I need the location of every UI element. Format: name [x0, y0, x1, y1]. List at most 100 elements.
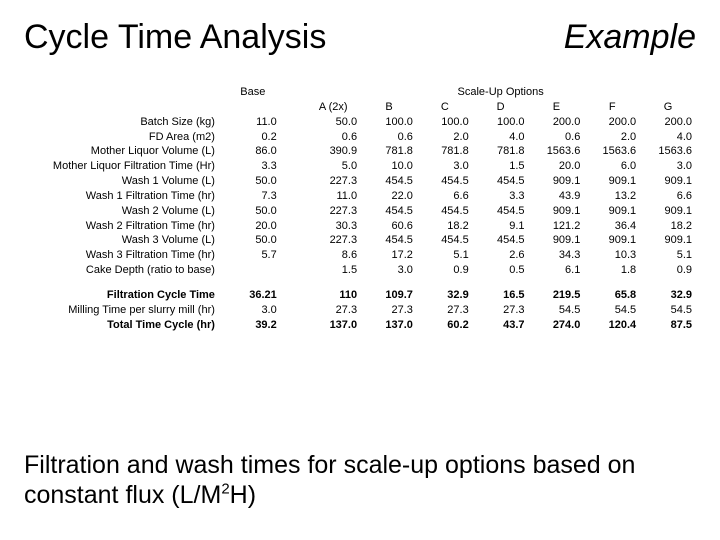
cell: 5.1 — [417, 248, 473, 263]
cell: 54.5 — [584, 303, 640, 318]
cell-base: 3.0 — [225, 303, 281, 318]
cell: 9.1 — [473, 219, 529, 234]
cell: 4.0 — [473, 130, 529, 145]
cell: 32.9 — [640, 288, 696, 303]
cell: 454.5 — [361, 174, 417, 189]
cell: 781.8 — [417, 144, 473, 159]
cell: 18.2 — [640, 219, 696, 234]
cell: 1563.6 — [584, 144, 640, 159]
cell: 909.1 — [640, 174, 696, 189]
cell: 54.5 — [640, 303, 696, 318]
cell: 0.6 — [305, 130, 361, 145]
cell: 27.3 — [305, 303, 361, 318]
cell: 454.5 — [361, 204, 417, 219]
table-row: Batch Size (kg)11.050.0100.0100.0100.020… — [24, 115, 696, 130]
cell: 909.1 — [584, 204, 640, 219]
cell-base: 0.2 — [225, 130, 281, 145]
col-label-5: F — [584, 100, 640, 115]
cell: 10.0 — [361, 159, 417, 174]
cell: 3.3 — [473, 189, 529, 204]
table-row: Wash 3 Volume (L)50.0227.3454.5454.5454.… — [24, 233, 696, 248]
cell: 11.0 — [305, 189, 361, 204]
col-label-0: A (2x) — [305, 100, 361, 115]
cell: 4.0 — [640, 130, 696, 145]
col-label-4: E — [529, 100, 585, 115]
cell: 8.6 — [305, 248, 361, 263]
row-label: Milling Time per slurry mill (hr) — [24, 303, 225, 318]
cell: 137.0 — [305, 318, 361, 333]
cell-base: 50.0 — [225, 233, 281, 248]
cell-base: 36.21 — [225, 288, 281, 303]
cell: 0.5 — [473, 263, 529, 278]
cell: 3.0 — [361, 263, 417, 278]
cell: 781.8 — [361, 144, 417, 159]
cell: 5.1 — [640, 248, 696, 263]
cell: 6.6 — [417, 189, 473, 204]
cell: 60.2 — [417, 318, 473, 333]
cell-base: 50.0 — [225, 174, 281, 189]
cell: 3.0 — [640, 159, 696, 174]
cell: 2.6 — [473, 248, 529, 263]
col-label-1: B — [361, 100, 417, 115]
cell: 60.6 — [361, 219, 417, 234]
cell: 454.5 — [417, 174, 473, 189]
cell: 274.0 — [529, 318, 585, 333]
cell: 0.6 — [361, 130, 417, 145]
cell: 909.1 — [529, 233, 585, 248]
cell: 909.1 — [529, 174, 585, 189]
table-row: Wash 2 Volume (L)50.0227.3454.5454.5454.… — [24, 204, 696, 219]
cell-base: 3.3 — [225, 159, 281, 174]
cell: 1563.6 — [640, 144, 696, 159]
cell: 100.0 — [361, 115, 417, 130]
cell: 6.0 — [584, 159, 640, 174]
cell: 110 — [305, 288, 361, 303]
cell: 1.5 — [473, 159, 529, 174]
row-label: Wash 3 Volume (L) — [24, 233, 225, 248]
cell: 100.0 — [473, 115, 529, 130]
cell: 781.8 — [473, 144, 529, 159]
cell: 200.0 — [640, 115, 696, 130]
cell: 20.0 — [529, 159, 585, 174]
title-right: Example — [564, 18, 696, 57]
title-left: Cycle Time Analysis — [24, 18, 326, 57]
table-row: Mother Liquor Filtration Time (Hr)3.35.0… — [24, 159, 696, 174]
cell: 6.1 — [529, 263, 585, 278]
cell: 43.9 — [529, 189, 585, 204]
caption-post: H) — [230, 481, 256, 509]
cell: 27.3 — [361, 303, 417, 318]
cell: 454.5 — [361, 233, 417, 248]
cell: 109.7 — [361, 288, 417, 303]
cell: 200.0 — [529, 115, 585, 130]
summary-row: Total Time Cycle (hr)39.2137.0137.060.24… — [24, 318, 696, 333]
cell: 909.1 — [529, 204, 585, 219]
summary-row: Filtration Cycle Time36.21110109.732.916… — [24, 288, 696, 303]
cell: 454.5 — [473, 233, 529, 248]
table-row: Wash 2 Filtration Time (hr)20.030.360.61… — [24, 219, 696, 234]
col-header-base: Base — [225, 85, 281, 100]
cell: 87.5 — [640, 318, 696, 333]
cell-base: 7.3 — [225, 189, 281, 204]
cell: 13.2 — [584, 189, 640, 204]
cell: 10.3 — [584, 248, 640, 263]
col-label-6: G — [640, 100, 696, 115]
row-label: Mother Liquor Volume (L) — [24, 144, 225, 159]
cell: 0.9 — [417, 263, 473, 278]
cell: 909.1 — [584, 174, 640, 189]
cell: 454.5 — [417, 233, 473, 248]
row-label: FD Area (m2) — [24, 130, 225, 145]
cell: 0.9 — [640, 263, 696, 278]
cell: 36.4 — [584, 219, 640, 234]
table-row: Wash 1 Filtration Time (hr)7.311.022.06.… — [24, 189, 696, 204]
cell: 43.7 — [473, 318, 529, 333]
cell: 27.3 — [417, 303, 473, 318]
row-label: Mother Liquor Filtration Time (Hr) — [24, 159, 225, 174]
title-row: Cycle Time Analysis Example — [24, 18, 696, 57]
cell: 2.0 — [584, 130, 640, 145]
cell: 1.8 — [584, 263, 640, 278]
cell-base: 50.0 — [225, 204, 281, 219]
caption-sup: 2 — [221, 481, 229, 498]
cell: 227.3 — [305, 174, 361, 189]
table-row: Wash 1 Volume (L)50.0227.3454.5454.5454.… — [24, 174, 696, 189]
data-table: BaseScale-Up OptionsA (2x)BCDEFGBatch Si… — [24, 85, 696, 333]
cell-base: 39.2 — [225, 318, 281, 333]
